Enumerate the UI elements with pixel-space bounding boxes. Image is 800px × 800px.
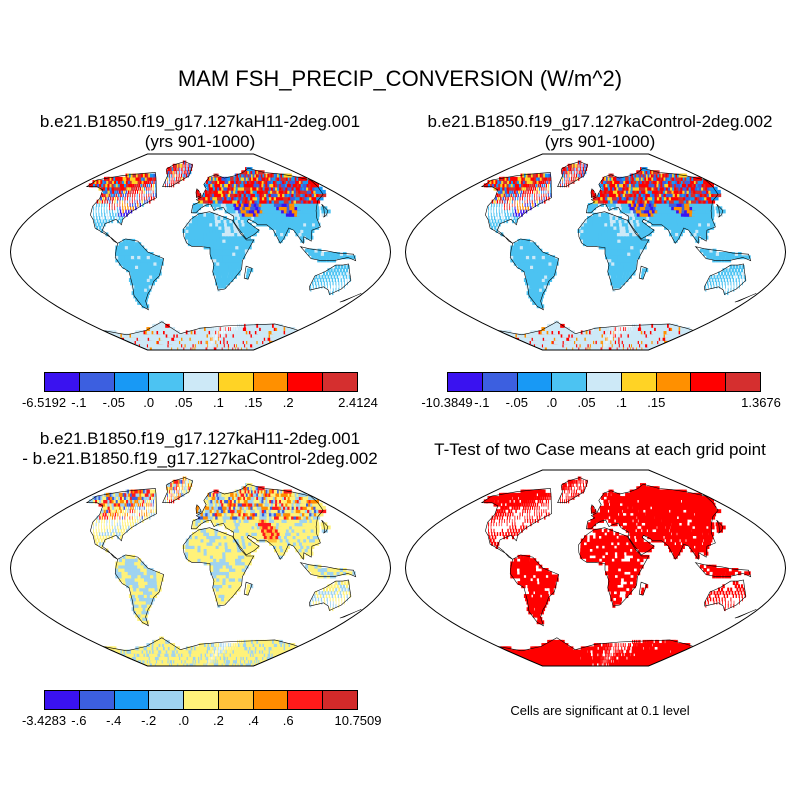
- colorbar-1-tick-label: .1: [213, 395, 224, 410]
- colorbar-1-tick-label: .2: [282, 395, 294, 410]
- colorbar-1-color-box: [253, 373, 289, 391]
- colorbar-3-tick-label: .4: [247, 713, 259, 728]
- colorbar-panel-3: [44, 690, 358, 710]
- colorbar-2-color-box: [621, 373, 657, 391]
- map-field-cells: [483, 476, 751, 666]
- colorbar-3-color-box: [114, 691, 150, 709]
- colorbar-2-tick-label: 1.3676: [741, 395, 781, 410]
- map-border: [404, 153, 787, 351]
- colorbar-2-color-box: [587, 373, 622, 391]
- map-border: [9, 469, 392, 667]
- colorbar-3-color-box: [218, 691, 254, 709]
- colorbar-panel-2: [447, 372, 761, 392]
- map-field-cells: [88, 160, 356, 350]
- main-title: MAM FSH_PRECIP_CONVERSION (W/m^2): [177, 66, 623, 91]
- map-panel-3: [9, 469, 392, 667]
- colorbar-3-tick-label: -.2: [141, 713, 157, 728]
- panel-3-title-line-1: b.e21.B1850.f19_g17.127kaH11-2deg.001: [39, 429, 361, 448]
- colorbar-2-tick-label: -.05: [505, 395, 528, 410]
- colorbar-2-tick-label: .05: [577, 395, 596, 410]
- colorbar-1-color-box: [45, 373, 80, 391]
- colorbar-2-tick-label: .0: [546, 395, 558, 410]
- colorbar-labels-panel-2: -10.3849 -.1 -.05 .0 .05 .1 .15 1.3676: [421, 395, 781, 413]
- map-border: [9, 153, 392, 351]
- map-panel-2: [404, 153, 787, 351]
- significance-note: Cells are significant at 0.1 level: [510, 703, 690, 718]
- panel-3-title: b.e21.B1850.f19_g17.127kaH11-2deg.001 - …: [0, 429, 400, 469]
- colorbar-3-tick-label: -.4: [106, 713, 122, 728]
- colorbar-3-color-box: [323, 691, 358, 709]
- colorbar-2-color-box: [656, 373, 692, 391]
- colorbar-2-color-box: [691, 373, 727, 391]
- colorbar-1-color-box: [323, 373, 358, 391]
- colorbar-3-color-box: [288, 691, 324, 709]
- colorbar-1-color-box: [79, 373, 115, 391]
- colorbar-1-tick-label: -.05: [102, 395, 125, 410]
- colorbar-2-color-box: [552, 373, 588, 391]
- panel-2-title-line-1: b.e21.B1850.f19_g17.127kaControl-2deg.00…: [427, 112, 773, 131]
- map-panel-1: [9, 153, 392, 351]
- colorbar-1-color-box: [218, 373, 254, 391]
- colorbar-3-color-box: [149, 691, 185, 709]
- colorbar-3-tick-label: 10.7509: [334, 713, 382, 728]
- colorbar-1-tick-label: 2.4124: [338, 395, 378, 410]
- colorbar-3-tick-label: -.6: [71, 713, 87, 728]
- colorbar-3-tick-label: .0: [178, 713, 189, 728]
- colorbar-3-color-box: [45, 691, 80, 709]
- colorbar-2-tick-label: -10.3849: [421, 395, 473, 410]
- panel-3-title-line-2: - b.e21.B1850.f19_g17.127kaControl-2deg.…: [22, 449, 378, 468]
- colorbar-3-color-box: [253, 691, 289, 709]
- colorbar-1-tick-label: .15: [244, 395, 263, 410]
- panel-2-title: b.e21.B1850.f19_g17.127kaControl-2deg.00…: [400, 112, 800, 152]
- colorbar-1-color-box: [114, 373, 150, 391]
- map-panel-4: [404, 469, 787, 667]
- colorbar-2-color-box: [726, 373, 761, 391]
- colorbar-1-color-box: [149, 373, 185, 391]
- colorbar-2-tick-label: .15: [647, 395, 666, 410]
- colorbar-2-tick-label: .1: [616, 395, 627, 410]
- panel-1-title: b.e21.B1850.f19_g17.127kaH11-2deg.001 (y…: [0, 112, 400, 152]
- colorbar-1-color-box: [184, 373, 219, 391]
- colorbar-1-tick-label: -6.5192: [21, 395, 67, 410]
- colorbar-panel-1: [44, 372, 358, 392]
- panel-1-title-line-2: (yrs 901-1000): [144, 132, 256, 151]
- panel-4-title: T-Test of two Case means at each grid po…: [400, 440, 800, 460]
- colorbar-labels-panel-3: -3.4283 -.6 -.4 -.2 .0 .2 .4 .6 10.7509: [22, 713, 382, 731]
- panel-1-title-line-1: b.e21.B1850.f19_g17.127kaH11-2deg.001: [39, 112, 361, 131]
- colorbar-3-tick-label: -3.4283: [21, 713, 67, 728]
- colorbar-3-tick-label: .6: [282, 713, 294, 728]
- colorbar-2-tick-label: -.1: [474, 395, 490, 410]
- colorbar-2-color-box: [482, 373, 518, 391]
- colorbar-labels-panel-1: -6.5192 -.1 -.05 .0 .05 .1 .15 .2 2.4124: [22, 395, 378, 413]
- colorbar-3-tick-label: .2: [213, 713, 224, 728]
- colorbar-2-color-box: [448, 373, 483, 391]
- map-border: [404, 469, 787, 667]
- colorbar-3-color-box: [184, 691, 219, 709]
- colorbar-1-tick-label: -.1: [71, 395, 87, 410]
- panel-4-title-line-1: T-Test of two Case means at each grid po…: [434, 440, 766, 459]
- coastlines: [85, 477, 362, 666]
- colorbar-2-color-box: [517, 373, 553, 391]
- colorbar-3-color-box: [79, 691, 115, 709]
- panel-2-title-line-2: (yrs 901-1000): [544, 132, 656, 151]
- colorbar-1-tick-label: .05: [174, 395, 193, 410]
- colorbar-1-color-box: [288, 373, 324, 391]
- colorbar-1-tick-label: .0: [143, 395, 155, 410]
